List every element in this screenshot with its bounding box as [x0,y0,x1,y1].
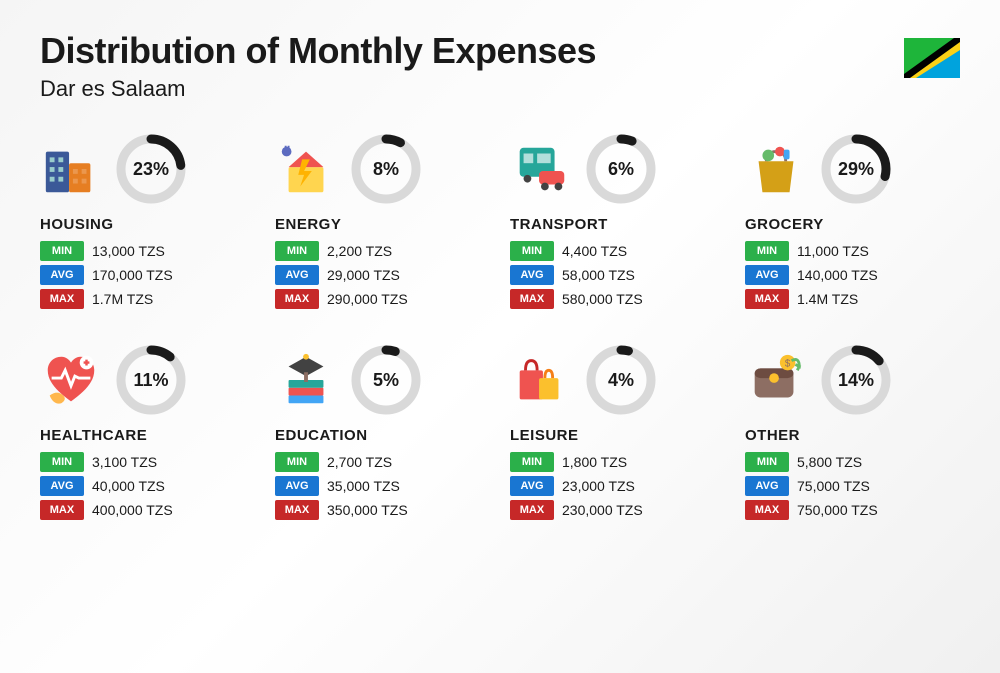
category-card: 6% TRANSPORT MIN 4,400 TZS AVG 58,000 TZ… [510,132,725,313]
max-value: 750,000 TZS [797,502,878,518]
percentage-donut: 23% [114,132,188,206]
category-name: ENERGY [275,216,490,233]
max-badge: MAX [510,289,554,309]
avg-value: 58,000 TZS [562,267,635,283]
max-value: 230,000 TZS [562,502,643,518]
leisure-icon [510,349,572,411]
category-card: 11% HEALTHCARE MIN 3,100 TZS AVG 40,000 … [40,343,255,524]
min-badge: MIN [40,452,84,472]
percentage-donut: 6% [584,132,658,206]
percentage-value: 4% [584,343,658,417]
category-name: GROCERY [745,216,960,233]
category-name: TRANSPORT [510,216,725,233]
max-badge: MAX [275,500,319,520]
min-badge: MIN [510,241,554,261]
min-value: 5,800 TZS [797,454,862,470]
grocery-icon [745,138,807,200]
other-icon: $ [745,349,807,411]
percentage-value: 14% [819,343,893,417]
avg-badge: AVG [275,476,319,496]
category-name: HOUSING [40,216,255,233]
avg-value: 75,000 TZS [797,478,870,494]
percentage-donut: 5% [349,343,423,417]
min-value: 4,400 TZS [562,243,627,259]
avg-badge: AVG [510,476,554,496]
category-card: 23% HOUSING MIN 13,000 TZS AVG 170,000 T… [40,132,255,313]
energy-icon [275,138,337,200]
avg-value: 29,000 TZS [327,267,400,283]
category-name: HEALTHCARE [40,427,255,444]
min-value: 11,000 TZS [797,243,869,259]
category-name: EDUCATION [275,427,490,444]
avg-badge: AVG [745,265,789,285]
page-subtitle: Dar es Salaam [40,76,960,102]
education-icon [275,349,337,411]
percentage-donut: 29% [819,132,893,206]
avg-value: 35,000 TZS [327,478,400,494]
category-card: 4% LEISURE MIN 1,800 TZS AVG 23,000 TZS … [510,343,725,524]
percentage-donut: 14% [819,343,893,417]
avg-value: 170,000 TZS [92,267,173,283]
category-name: OTHER [745,427,960,444]
max-value: 580,000 TZS [562,291,643,307]
avg-badge: AVG [40,265,84,285]
max-value: 290,000 TZS [327,291,408,307]
category-card: 29% GROCERY MIN 11,000 TZS AVG 140,000 T… [745,132,960,313]
avg-badge: AVG [40,476,84,496]
category-name: LEISURE [510,427,725,444]
healthcare-icon [40,349,102,411]
category-card: 5% EDUCATION MIN 2,700 TZS AVG 35,000 TZ… [275,343,490,524]
max-badge: MAX [745,500,789,520]
avg-badge: AVG [275,265,319,285]
category-card: $ 14% OTHER MIN 5,800 TZS AVG 75,000 TZS… [745,343,960,524]
max-value: 350,000 TZS [327,502,408,518]
percentage-value: 29% [819,132,893,206]
min-badge: MIN [745,452,789,472]
percentage-donut: 8% [349,132,423,206]
percentage-donut: 11% [114,343,188,417]
avg-value: 140,000 TZS [797,267,878,283]
percentage-value: 8% [349,132,423,206]
transport-icon [510,138,572,200]
max-badge: MAX [745,289,789,309]
percentage-value: 23% [114,132,188,206]
percentage-value: 6% [584,132,658,206]
min-badge: MIN [510,452,554,472]
avg-badge: AVG [510,265,554,285]
min-value: 3,100 TZS [92,454,157,470]
max-value: 400,000 TZS [92,502,173,518]
max-value: 1.4M TZS [797,291,858,307]
max-value: 1.7M TZS [92,291,153,307]
min-value: 2,700 TZS [327,454,392,470]
page-title: Distribution of Monthly Expenses [40,30,960,72]
min-badge: MIN [40,241,84,261]
max-badge: MAX [40,289,84,309]
percentage-value: 5% [349,343,423,417]
housing-icon [40,138,102,200]
min-value: 2,200 TZS [327,243,392,259]
min-badge: MIN [745,241,789,261]
avg-value: 23,000 TZS [562,478,635,494]
percentage-value: 11% [114,343,188,417]
min-value: 1,800 TZS [562,454,627,470]
svg-text:$: $ [785,358,791,369]
max-badge: MAX [40,500,84,520]
max-badge: MAX [275,289,319,309]
min-badge: MIN [275,241,319,261]
avg-value: 40,000 TZS [92,478,165,494]
percentage-donut: 4% [584,343,658,417]
tanzania-flag-icon [904,38,960,78]
category-card: 8% ENERGY MIN 2,200 TZS AVG 29,000 TZS M… [275,132,490,313]
max-badge: MAX [510,500,554,520]
min-badge: MIN [275,452,319,472]
min-value: 13,000 TZS [92,243,165,259]
avg-badge: AVG [745,476,789,496]
